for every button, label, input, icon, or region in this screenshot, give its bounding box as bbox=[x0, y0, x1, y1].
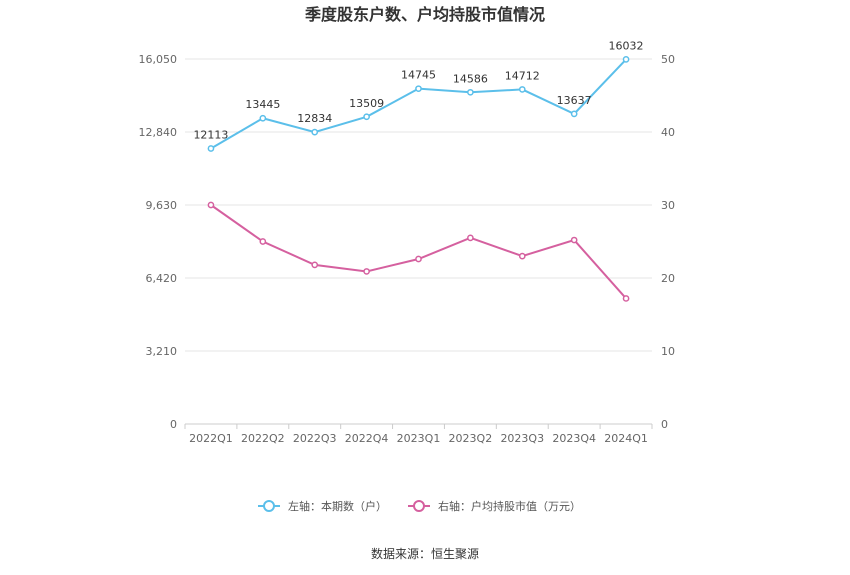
data-point-holders bbox=[518, 86, 526, 93]
right-axis-tick: 10 bbox=[661, 345, 675, 358]
data-label: 13445 bbox=[245, 98, 280, 111]
axes: 0 3,210 6,420 9,630 12,840 16,050 0 10 20 30 40 50 2… bbox=[139, 53, 676, 445]
right-axis-tick: 40 bbox=[661, 126, 675, 139]
chart-title: 季度股东户数、户均持股市值情况 bbox=[304, 5, 545, 24]
data-point-avg-value bbox=[311, 261, 319, 269]
data-point-holders bbox=[259, 114, 267, 122]
legend-label: 左轴：本期数（户） bbox=[288, 499, 387, 513]
x-axis-tick: 2023Q4 bbox=[552, 432, 596, 445]
series bbox=[207, 56, 630, 302]
right-axis-tick: 20 bbox=[661, 272, 675, 285]
legend-label: 右轴：户均持股市值（万元） bbox=[438, 499, 581, 513]
data-label: 14745 bbox=[401, 69, 436, 82]
right-axis-tick: 50 bbox=[661, 53, 675, 66]
data-labels: 12113 13445 12834 13509 14745 14586 14712 13637… bbox=[193, 39, 643, 141]
left-axis-tick: 9,630 bbox=[146, 199, 178, 212]
gridlines bbox=[185, 58, 652, 352]
series-line-avg-value bbox=[210, 204, 627, 300]
data-point-holders bbox=[363, 113, 370, 121]
data-point-avg-value bbox=[518, 252, 526, 260]
data-point-avg-value bbox=[259, 238, 267, 245]
data-label: 16032 bbox=[609, 39, 644, 52]
legend-marker bbox=[263, 500, 275, 512]
legend-marker bbox=[413, 500, 425, 512]
x-axis-tick: 2022Q2 bbox=[241, 432, 285, 445]
data-point-avg-value bbox=[415, 255, 422, 263]
data-point-holders bbox=[207, 145, 215, 152]
data-point-holders bbox=[570, 110, 578, 118]
data-label: 13509 bbox=[349, 97, 384, 110]
data-label: 13637 bbox=[557, 94, 592, 107]
data-point-holders bbox=[622, 56, 630, 63]
x-axis-tick: 2022Q3 bbox=[293, 432, 337, 445]
left-axis-tick: 16,050 bbox=[139, 53, 178, 66]
left-axis-tick: 12,840 bbox=[139, 126, 178, 139]
data-point-holders bbox=[415, 85, 422, 93]
data-point-avg-value bbox=[622, 295, 630, 302]
data-label: 12834 bbox=[297, 112, 332, 125]
x-axis-tick: 2022Q1 bbox=[189, 432, 233, 445]
legend-item-avg-value[interactable]: 右轴：户均持股市值（万元） bbox=[408, 499, 581, 513]
data-point-holders bbox=[311, 128, 319, 136]
legend[interactable]: 左轴：本期数（户） 右轴：户均持股市值（万元） bbox=[258, 499, 581, 513]
right-axis-tick: 0 bbox=[661, 418, 668, 431]
right-axis-tick: 30 bbox=[661, 199, 675, 212]
x-axis-tick: 2023Q2 bbox=[449, 432, 493, 445]
x-axis-tick: 2022Q4 bbox=[345, 432, 389, 445]
data-point-avg-value bbox=[467, 234, 474, 242]
left-axis-tick: 3,210 bbox=[146, 345, 178, 358]
data-label: 12113 bbox=[193, 129, 228, 142]
data-point-holders bbox=[467, 88, 474, 96]
data-point-avg-value bbox=[207, 201, 215, 209]
left-axis-tick: 6,420 bbox=[146, 272, 178, 285]
x-axis-tick: 2024Q1 bbox=[604, 432, 648, 445]
data-source: 数据来源：恒生聚源 bbox=[371, 546, 479, 561]
left-axis-tick: 0 bbox=[170, 418, 177, 431]
x-axis-tick: 2023Q3 bbox=[500, 432, 544, 445]
x-axis-tick: 2023Q1 bbox=[397, 432, 441, 445]
data-label: 14712 bbox=[505, 69, 540, 82]
data-point-avg-value bbox=[570, 236, 578, 244]
legend-item-holders[interactable]: 左轴：本期数（户） bbox=[258, 499, 387, 513]
data-label: 14586 bbox=[453, 72, 488, 85]
data-point-avg-value bbox=[363, 268, 370, 275]
